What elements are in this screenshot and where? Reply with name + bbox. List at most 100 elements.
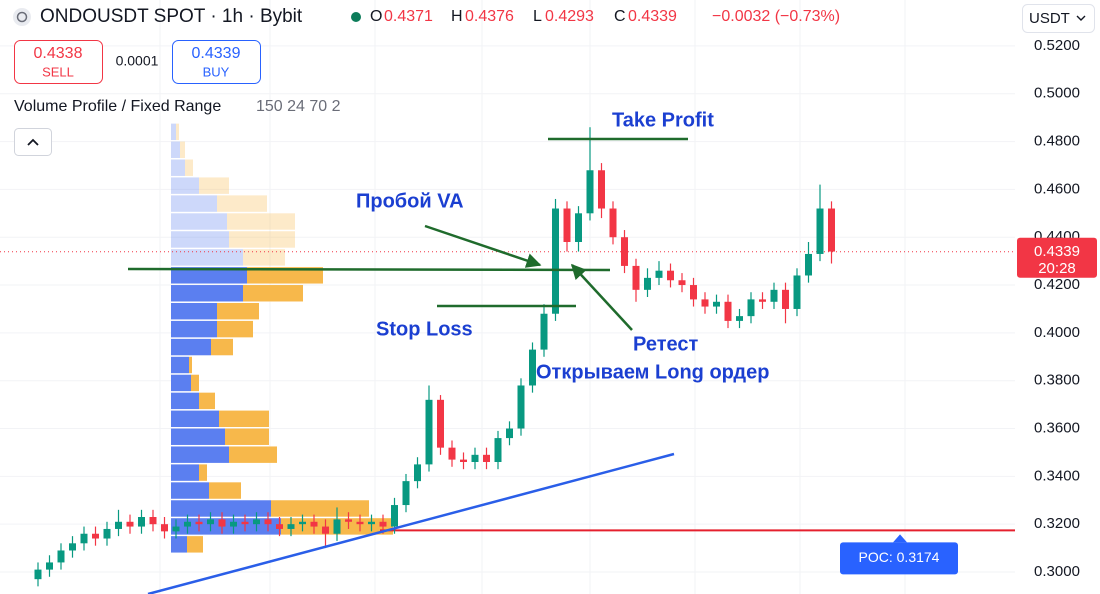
sell-volume xyxy=(217,195,267,212)
candle-body xyxy=(586,170,594,214)
sell-volume xyxy=(209,482,241,499)
candle-body xyxy=(391,505,398,527)
candle-body xyxy=(494,438,502,462)
candles xyxy=(34,127,835,587)
sell-volume xyxy=(199,392,215,410)
sell-button[interactable] xyxy=(14,40,103,84)
y-tick-label: 0.3600 xyxy=(1034,419,1080,436)
sell-volume xyxy=(227,213,295,230)
candle-body xyxy=(264,519,272,525)
candle-body xyxy=(460,459,467,462)
candle-body xyxy=(701,299,709,307)
buy-volume xyxy=(171,213,227,230)
candle-body xyxy=(207,519,214,525)
candle-body xyxy=(471,454,479,462)
grid xyxy=(0,0,1015,594)
candle-body xyxy=(644,277,651,290)
candle-body xyxy=(782,289,789,309)
candle-body xyxy=(103,528,111,539)
candle-body xyxy=(402,481,410,506)
candle-body xyxy=(816,208,824,254)
buy-price[interactable]: 0.4339 xyxy=(192,45,241,62)
candle-body xyxy=(195,521,203,525)
indicator-params: 150 24 70 2 xyxy=(256,98,341,115)
candle-body xyxy=(828,208,835,252)
candle-body xyxy=(34,569,42,580)
buy-volume xyxy=(171,536,187,553)
candle-body xyxy=(506,428,513,439)
buy-label[interactable]: BUY xyxy=(203,64,230,79)
va-line xyxy=(127,267,611,272)
sell-volume xyxy=(229,446,277,463)
candle-body xyxy=(575,213,582,242)
sell-price[interactable]: 0.4338 xyxy=(34,45,83,62)
ohlc-key: L xyxy=(533,8,542,25)
annotation: Ретест xyxy=(633,333,698,355)
buy-volume xyxy=(171,428,225,445)
candle-body xyxy=(609,208,617,238)
candle-body xyxy=(437,399,444,448)
y-tick-label: 0.3400 xyxy=(1034,467,1080,484)
buy-volume xyxy=(171,464,199,481)
chevron-up xyxy=(27,138,39,146)
candle-body xyxy=(713,301,720,307)
arrow xyxy=(570,263,633,331)
candle-body xyxy=(287,524,295,529)
buy-volume xyxy=(171,123,176,141)
candle-body xyxy=(759,299,766,302)
symbol-icon xyxy=(16,11,28,23)
sell-volume xyxy=(180,141,185,158)
annotation: Пробой VA xyxy=(356,190,464,212)
buy-volume xyxy=(171,338,211,356)
buy-volume xyxy=(171,195,217,212)
spread: 0.0001 xyxy=(116,53,159,69)
candle-body xyxy=(92,533,99,539)
candle-body xyxy=(218,519,226,527)
y-tick-label: 0.3000 xyxy=(1034,563,1080,580)
candle-body xyxy=(724,301,732,321)
candle-body xyxy=(563,208,571,242)
candle-body xyxy=(356,521,364,525)
candle-body xyxy=(414,464,421,482)
price-axis: 0.3000 0.3200 0.3400 0.3600 0.3800 0.4000 0.42… xyxy=(840,0,1100,594)
candle-body xyxy=(552,208,559,314)
currency-button[interactable] xyxy=(1022,4,1095,33)
buy-volume xyxy=(171,356,189,374)
buy-button[interactable] xyxy=(172,40,261,84)
sell-volume xyxy=(191,374,199,392)
ohlc-value: 0.4376 xyxy=(465,8,514,25)
y-tick-label: 0.4000 xyxy=(1034,324,1080,341)
poc-label-bg xyxy=(840,542,958,575)
sell-volume xyxy=(185,159,193,176)
candle-body xyxy=(770,289,778,302)
ohlc-value: 0.4293 xyxy=(545,8,594,25)
ohlc-key: O xyxy=(370,8,382,25)
candle-body xyxy=(368,521,375,525)
trend-line xyxy=(147,452,675,594)
candle-body xyxy=(621,237,628,266)
candle-body xyxy=(379,521,387,527)
candle-body xyxy=(172,526,180,532)
candle-body xyxy=(793,275,801,309)
candle-body xyxy=(747,299,755,317)
sell-label[interactable]: SELL xyxy=(42,64,74,79)
collapse-button[interactable] xyxy=(14,128,52,156)
sell-volume xyxy=(219,410,269,428)
buy-volume xyxy=(171,446,229,463)
symbol[interactable]: ONDOUSDT SPOT · 1h · Bybit xyxy=(40,6,303,27)
candle-body xyxy=(690,285,697,300)
candle-body xyxy=(805,253,812,276)
ohlc-value: 0.4339 xyxy=(628,8,677,25)
candle-body xyxy=(517,385,525,429)
sell-volume xyxy=(199,464,207,481)
buy-volume xyxy=(171,500,271,517)
currency[interactable]: USDT xyxy=(1029,10,1070,27)
candle-body xyxy=(540,313,548,350)
indicator-name[interactable]: Volume Profile / Fixed Range xyxy=(14,98,221,115)
candle-body xyxy=(69,543,76,551)
candle-body xyxy=(276,524,283,529)
buy-volume xyxy=(171,159,185,176)
candle-body xyxy=(126,521,134,527)
buy-volume xyxy=(171,249,243,266)
sell-volume xyxy=(243,249,285,266)
